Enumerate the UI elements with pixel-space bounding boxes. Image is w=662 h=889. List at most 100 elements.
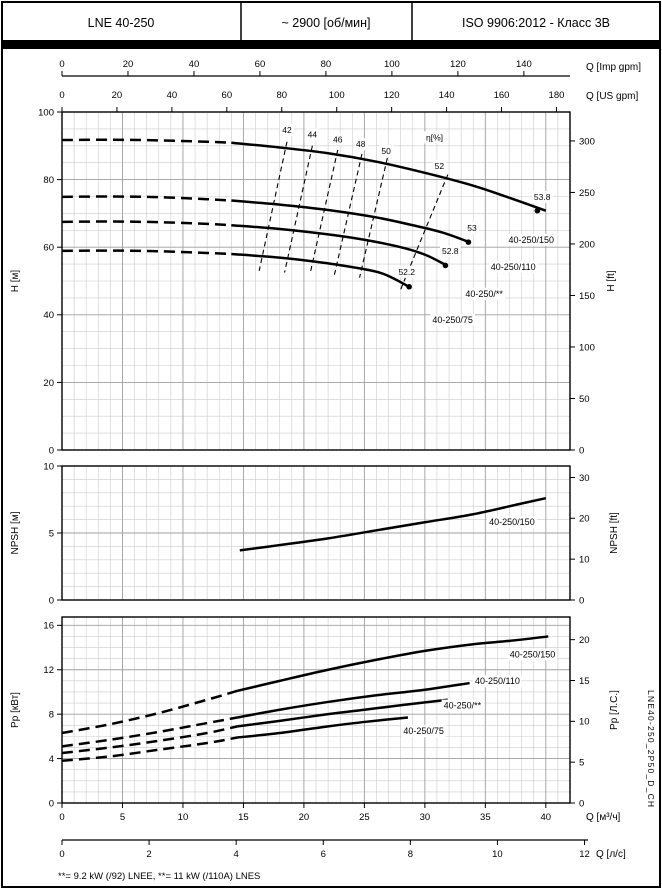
tick-us-gpm: 140: [439, 90, 455, 101]
efficiency-label-text: η[%]: [426, 132, 443, 142]
y-tick-right: 150: [579, 291, 595, 302]
tick-imp-gpm: 40: [189, 59, 200, 70]
tick-m3h: 5: [120, 812, 125, 823]
tick-imp-gpm: 100: [384, 59, 400, 70]
frame-power-flow: [61, 616, 571, 804]
tick-imp-gpm: 60: [255, 59, 266, 70]
tick-m3h: 30: [420, 812, 431, 823]
frame-head-flow: [61, 111, 571, 451]
tick-imp-gpm: 120: [450, 59, 466, 70]
efficiency-label: 52: [432, 159, 447, 172]
efficiency-label-text: 42: [282, 125, 292, 135]
duty-point-label-text: 53.8: [534, 192, 551, 202]
y-tick-left: 80: [43, 175, 54, 186]
tick-l-s: 6: [321, 849, 326, 860]
duty-point: [442, 262, 449, 269]
tick-us-gpm: 60: [222, 90, 233, 101]
tick-l-s: 4: [234, 849, 239, 860]
y-tick-left: 60: [43, 243, 54, 254]
curve-name-label-text: 40-250/110: [475, 676, 520, 686]
efficiency-label-text: 44: [308, 130, 318, 140]
curve-40-250-110: [231, 199, 469, 243]
tick-l-s: 0: [59, 849, 64, 860]
tick-us-gpm: 0: [59, 90, 64, 101]
curve-40-250-75: [231, 252, 410, 288]
axis-title-npsh-m: NPSH [м]: [10, 511, 21, 554]
curve-40-250-150: [237, 635, 549, 693]
curve-name-label: 40-250/75: [430, 313, 475, 326]
efficiency-label: 44: [305, 128, 320, 141]
header-bar: [2, 40, 660, 49]
tick-us-gpm: 180: [549, 90, 565, 101]
header-standard: ISO 9906:2012 - Класс 3В: [462, 16, 610, 30]
y-tick-right: 0: [579, 595, 584, 606]
tick-us-gpm: 80: [276, 90, 287, 101]
y-tick-left: 8: [49, 710, 54, 721]
curve-40-250-110-dashed: [61, 716, 238, 748]
y-tick-right: 20: [579, 635, 590, 646]
tick-imp-gpm: 0: [59, 59, 64, 70]
axis-title-ls: Q [л/с]: [596, 849, 626, 860]
axis-title-npsh-ft: NPSH [ft]: [609, 512, 620, 554]
duty-point: [406, 283, 412, 290]
y-tick-right: 0: [579, 798, 584, 809]
curve-name-label: 40-250/**: [441, 699, 484, 712]
y-tick-right: 15: [579, 676, 590, 687]
y-tick-left: 40: [43, 310, 54, 321]
efficiency-label: η[%]: [424, 131, 446, 144]
tick-imp-gpm: 20: [123, 59, 134, 70]
y-tick-right: 200: [579, 239, 595, 250]
y-tick-left: 0: [49, 595, 54, 606]
tick-us-gpm: 160: [494, 90, 510, 101]
y-tick-left: 5: [49, 528, 54, 539]
tick-m3h: 10: [178, 812, 189, 823]
curve-name-label-text: 40-250/**: [444, 701, 482, 711]
efficiency-label-text: 50: [381, 146, 391, 156]
efficiency-line-48: [333, 153, 363, 277]
curve-40-250-75: [237, 716, 409, 739]
y-tick-left: 16: [43, 621, 54, 632]
duty-point-label-text: 52.8: [442, 246, 459, 256]
axis-title-head-m: H [м]: [10, 270, 21, 293]
footnote: **= 9.2 kW (/92) LNEE, **= 11 kW (/110A)…: [58, 871, 260, 882]
efficiency-line-46: [309, 149, 339, 275]
y-tick-left: 10: [43, 461, 54, 472]
curve-40-250-75-dashed: [61, 736, 238, 763]
grid-head-flow: [62, 112, 570, 450]
axis-title-m3h: Q [м³/ч]: [586, 812, 621, 823]
duty-point-label: 53: [465, 221, 480, 234]
y-tick-right: 20: [579, 514, 590, 525]
tick-imp-gpm: 140: [516, 59, 532, 70]
header-model: LNE 40-250: [88, 16, 155, 30]
curve-40-250-ss-dashed: [61, 220, 232, 227]
y-tick-right: 5: [579, 758, 584, 769]
y-tick-right: 250: [579, 188, 595, 199]
duty-point-label: 52.8: [439, 244, 461, 257]
chart-layers: 02040608010005010015020025030053.85352.8…: [38, 59, 595, 860]
y-tick-right: 300: [579, 136, 595, 147]
tick-m3h: 20: [299, 812, 310, 823]
axis-title-imp-gpm: Q [Imp gpm]: [586, 62, 641, 73]
tick-m3h: 0: [59, 812, 64, 823]
curve-name-label: 40-250/**: [463, 287, 506, 300]
header-speed: ~ 2900 [об/мин]: [281, 16, 370, 30]
curve-name-label-text: 40-250/150: [510, 650, 556, 660]
tick-m3h: 25: [359, 812, 370, 823]
curve-name-label-text: 40-250/150: [489, 517, 535, 527]
y-tick-left: 20: [43, 378, 54, 389]
curve-40-250-150: [239, 496, 547, 552]
efficiency-label-text: 52: [435, 161, 445, 171]
curve-name-label: 40-250/150: [507, 648, 558, 661]
duty-point-label: 53.8: [531, 190, 553, 203]
y-tick-right: 10: [579, 717, 590, 728]
efficiency-line-44: [284, 145, 313, 273]
curve-name-label-text: 40-250/110: [491, 262, 536, 272]
axis-title-power-hp: Pp [Л.С.]: [609, 690, 620, 730]
tick-l-s: 12: [579, 849, 590, 860]
axis-title-head-ft: H [ft]: [606, 270, 617, 291]
y-tick-left: 4: [49, 754, 54, 765]
tick-m3h: 40: [541, 812, 552, 823]
curve-name-label: 40-250/110: [472, 675, 522, 688]
